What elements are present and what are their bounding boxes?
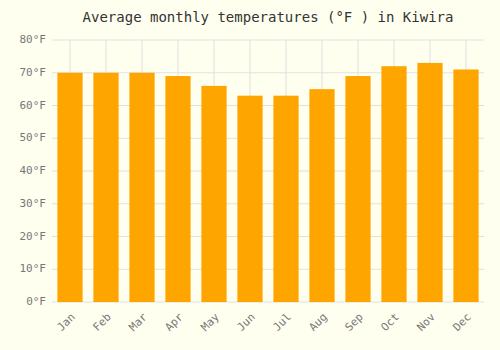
x-tick-label: Sep xyxy=(343,311,366,334)
bar xyxy=(381,66,406,302)
title: Average monthly temperatures (°F ) in Ki… xyxy=(83,9,454,25)
x-tick-label: Aug xyxy=(307,311,330,334)
y-tick-label: 80°F xyxy=(20,33,47,46)
x-tick-label: Jan xyxy=(55,311,78,334)
bars xyxy=(57,63,478,302)
bar xyxy=(129,73,154,302)
y-axis: 0°F 10°F 20°F 30°F 40°F 50°F 60°F 70°F 80°F xyxy=(20,33,47,308)
grid xyxy=(52,40,484,302)
x-tick-label: Nov xyxy=(415,310,439,334)
chart-container: 0°F 10°F 20°F 30°F 40°F 50°F 60°F 70°F 80°F Jan Fe… xyxy=(0,0,500,350)
x-tick-label: Apr xyxy=(163,310,187,334)
y-tick-label: 20°F xyxy=(20,230,47,243)
bar xyxy=(93,73,118,302)
bar xyxy=(165,76,190,302)
bar xyxy=(345,76,370,302)
chart: 0°F 10°F 20°F 30°F 40°F 50°F 60°F 70°F 80°F Jan Fe… xyxy=(0,0,500,350)
y-tick-label: 50°F xyxy=(20,131,47,144)
grid-line xyxy=(52,40,484,41)
bar xyxy=(57,73,82,302)
bar xyxy=(273,96,298,302)
y-tick-label: 60°F xyxy=(20,99,47,112)
background xyxy=(0,0,500,350)
bar xyxy=(453,69,478,302)
x-tick-label: Dec xyxy=(451,311,474,334)
y-tick-label: 70°F xyxy=(20,66,47,79)
bar xyxy=(237,96,262,302)
y-tick-label: 0°F xyxy=(26,295,46,308)
x-tick-label: Jun xyxy=(235,311,258,334)
bar xyxy=(417,63,442,302)
x-tick-label: Jul xyxy=(271,311,294,334)
y-tick-label: 10°F xyxy=(20,262,47,275)
y-tick-label: 40°F xyxy=(20,164,47,177)
bar xyxy=(309,89,334,302)
x-tick-label: Feb xyxy=(91,311,114,334)
y-tick-label: 30°F xyxy=(20,197,47,210)
x-tick-label: Mar xyxy=(127,310,151,334)
bar xyxy=(201,86,226,302)
x-tick-label: May xyxy=(199,310,223,334)
x-tick-label: Oct xyxy=(379,311,402,334)
x-axis: Jan Feb Mar Apr May Jun Jul Aug Sep Oct Nov Dec xyxy=(55,310,474,334)
